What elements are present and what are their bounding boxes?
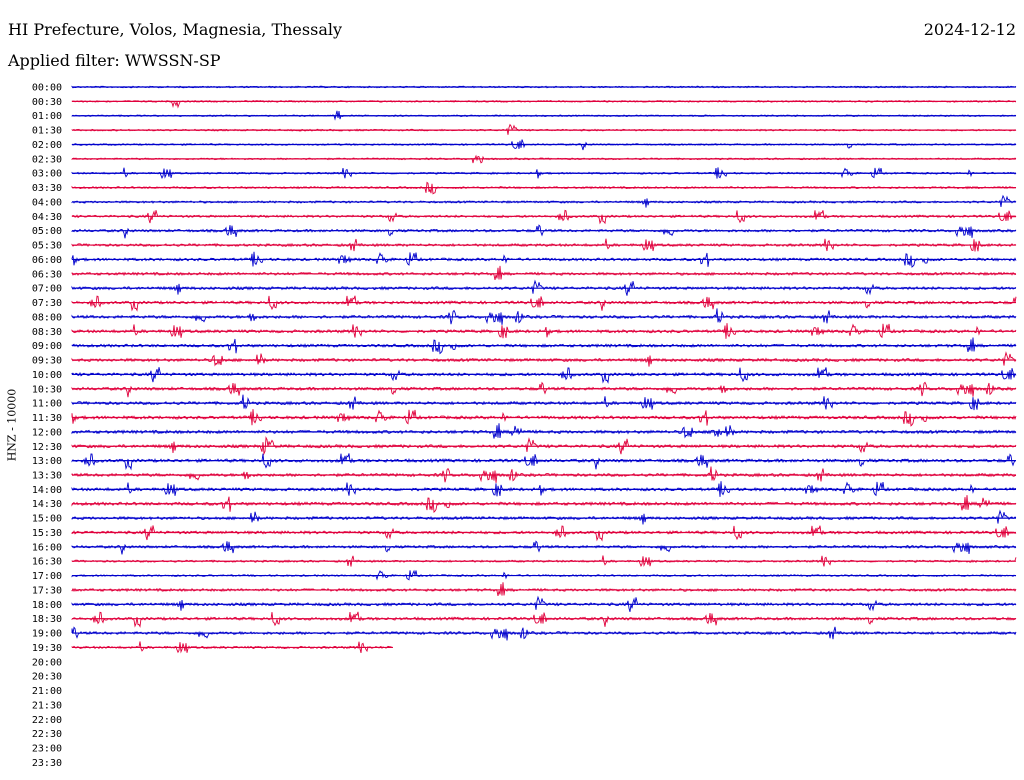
time-tick-label: 05:00 (32, 226, 62, 237)
station-title: HI Prefecture, Volos, Magnesia, Thessaly (8, 20, 343, 39)
time-tick-label: 21:30 (32, 700, 62, 711)
time-tick-label: 16:00 (32, 542, 62, 553)
filter-label: Applied filter: WWSSN-SP (8, 51, 221, 70)
trace-line (71, 582, 1017, 597)
time-tick-label: 20:30 (32, 672, 62, 683)
trace-line (71, 381, 1017, 398)
time-tick-label: 16:30 (32, 557, 62, 568)
trace-line (71, 110, 1017, 121)
time-tick-label: 14:30 (32, 499, 62, 510)
trace-line (71, 224, 1017, 239)
record-date: 2024-12-12 (923, 20, 1016, 39)
time-tick-label: 01:30 (32, 126, 62, 137)
time-tick-label: 04:00 (32, 197, 62, 208)
time-tick-label: 04:30 (32, 212, 62, 223)
trace-line (71, 394, 1017, 411)
time-tick-label: 22:00 (32, 715, 62, 726)
time-tick-label: 13:00 (32, 456, 62, 467)
time-tick-label: 10:00 (32, 370, 62, 381)
time-tick-label: 01:00 (32, 111, 62, 122)
time-tick-label: 13:30 (32, 470, 62, 481)
time-tick-label: 08:30 (32, 327, 62, 338)
time-tick-label: 15:00 (32, 514, 62, 525)
time-tick-label: 23:30 (32, 758, 62, 769)
time-tick-label: 14:00 (32, 485, 62, 496)
trace-line (71, 265, 1017, 281)
time-tick-label: 11:30 (32, 413, 62, 424)
time-tick-label: 18:00 (32, 600, 62, 611)
time-tick-label: 05:30 (32, 241, 62, 252)
time-tick-label: 21:00 (32, 686, 62, 697)
trace-line (71, 626, 1017, 641)
trace-line (71, 295, 1017, 312)
time-tick-label: 22:30 (32, 729, 62, 740)
trace-line (71, 423, 1017, 439)
time-tick-label: 23:00 (32, 744, 62, 755)
time-tick-label: 09:30 (32, 356, 62, 367)
time-tick-label: 02:30 (32, 154, 62, 165)
time-tick-label: 08:00 (32, 312, 62, 323)
time-tick-label: 07:30 (32, 298, 62, 309)
time-tick-label: 07:00 (32, 284, 62, 295)
time-tick-label: 19:00 (32, 629, 62, 640)
time-tick-label: 15:30 (32, 528, 62, 539)
time-tick-label: 09:00 (32, 341, 62, 352)
trace-line (71, 611, 1017, 628)
time-tick-label: 19:30 (32, 643, 62, 654)
time-tick-label: 00:00 (32, 83, 62, 94)
time-tick-label: 17:30 (32, 585, 62, 596)
trace-line (71, 154, 1017, 164)
time-tick-label: 06:00 (32, 255, 62, 266)
time-tick-label: 00:30 (32, 97, 62, 108)
time-tick-label: 12:00 (32, 427, 62, 438)
time-tick-label: 17:00 (32, 571, 62, 582)
time-tick-label: 12:30 (32, 442, 62, 453)
trace-line (71, 453, 1017, 471)
time-tick-label: 11:00 (32, 399, 62, 410)
time-tick-label: 18:30 (32, 614, 62, 625)
time-tick-label: 03:30 (32, 183, 62, 194)
time-tick-label: 06:30 (32, 269, 62, 280)
time-tick-label: 02:00 (32, 140, 62, 151)
trace-line (71, 540, 1017, 555)
time-tick-label: 03:00 (32, 169, 62, 180)
time-tick-label: 20:00 (32, 657, 62, 668)
time-tick-label: 10:30 (32, 384, 62, 395)
